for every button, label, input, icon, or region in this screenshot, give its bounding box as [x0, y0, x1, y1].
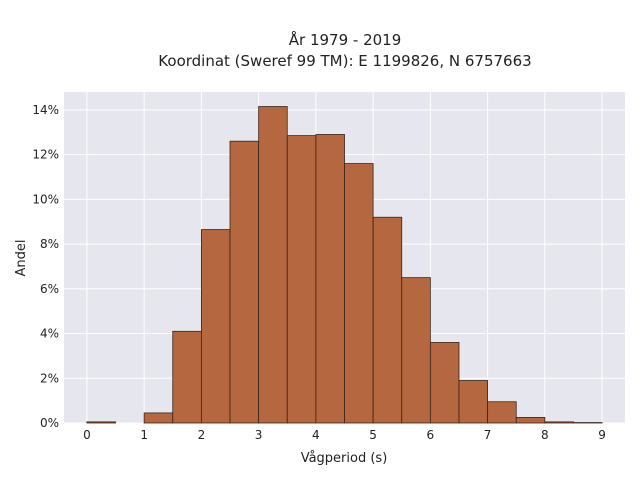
y-tick-label: 8%: [40, 237, 59, 251]
histogram-bar: [487, 401, 517, 424]
x-tick-label: 7: [484, 428, 492, 442]
histogram-bar: [258, 106, 288, 424]
histogram-bar: [401, 277, 431, 424]
histogram-bar: [172, 330, 202, 424]
histogram-bar: [86, 421, 116, 424]
x-tick-label: 4: [312, 428, 320, 442]
x-tick-label: 3: [255, 428, 263, 442]
y-tick-label: 2%: [40, 371, 59, 385]
bars: [86, 106, 603, 424]
x-tick-label: 6: [427, 428, 435, 442]
histogram-bar: [315, 134, 345, 424]
x-tick-labels: 0 1 2 3 4 5 6 7 8 9: [83, 428, 606, 442]
y-tick-label: 14%: [32, 103, 59, 117]
y-axis-label: Andel: [14, 240, 29, 277]
chart-title-line-1: År 1979 - 2019: [289, 30, 402, 49]
y-tick-labels: 0% 2% 4% 6% 8% 10% 12% 14%: [32, 103, 59, 430]
histogram-bar: [429, 342, 460, 424]
y-tick-label: 12%: [32, 148, 59, 162]
y-tick-label: 6%: [40, 282, 59, 296]
histogram-bar: [458, 380, 489, 424]
histogram-bar: [200, 229, 231, 424]
x-axis-label: Vågperiod (s): [301, 451, 388, 466]
chart-title-line-2: Koordinat (Sweref 99 TM): E 1199826, N 6…: [158, 52, 531, 70]
histogram-bar: [143, 412, 174, 424]
histogram-bar: [344, 163, 374, 424]
x-tick-label: 2: [198, 428, 206, 442]
x-tick-label: 1: [140, 428, 148, 442]
x-tick-label: 5: [369, 428, 377, 442]
histogram-bar: [515, 417, 546, 424]
y-tick-label: 0%: [40, 416, 59, 430]
y-tick-label: 4%: [40, 327, 59, 341]
x-tick-label: 8: [541, 428, 549, 442]
histogram-bar: [544, 421, 574, 424]
x-tick-label: 9: [598, 428, 606, 442]
histogram-bar: [229, 140, 260, 424]
histogram-bar: [372, 216, 403, 424]
histogram-bar: [286, 135, 317, 424]
x-tick-label: 0: [83, 428, 91, 442]
y-tick-label: 10%: [32, 192, 59, 206]
